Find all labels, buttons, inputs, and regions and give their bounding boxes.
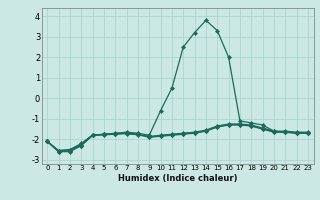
X-axis label: Humidex (Indice chaleur): Humidex (Indice chaleur) bbox=[118, 174, 237, 183]
